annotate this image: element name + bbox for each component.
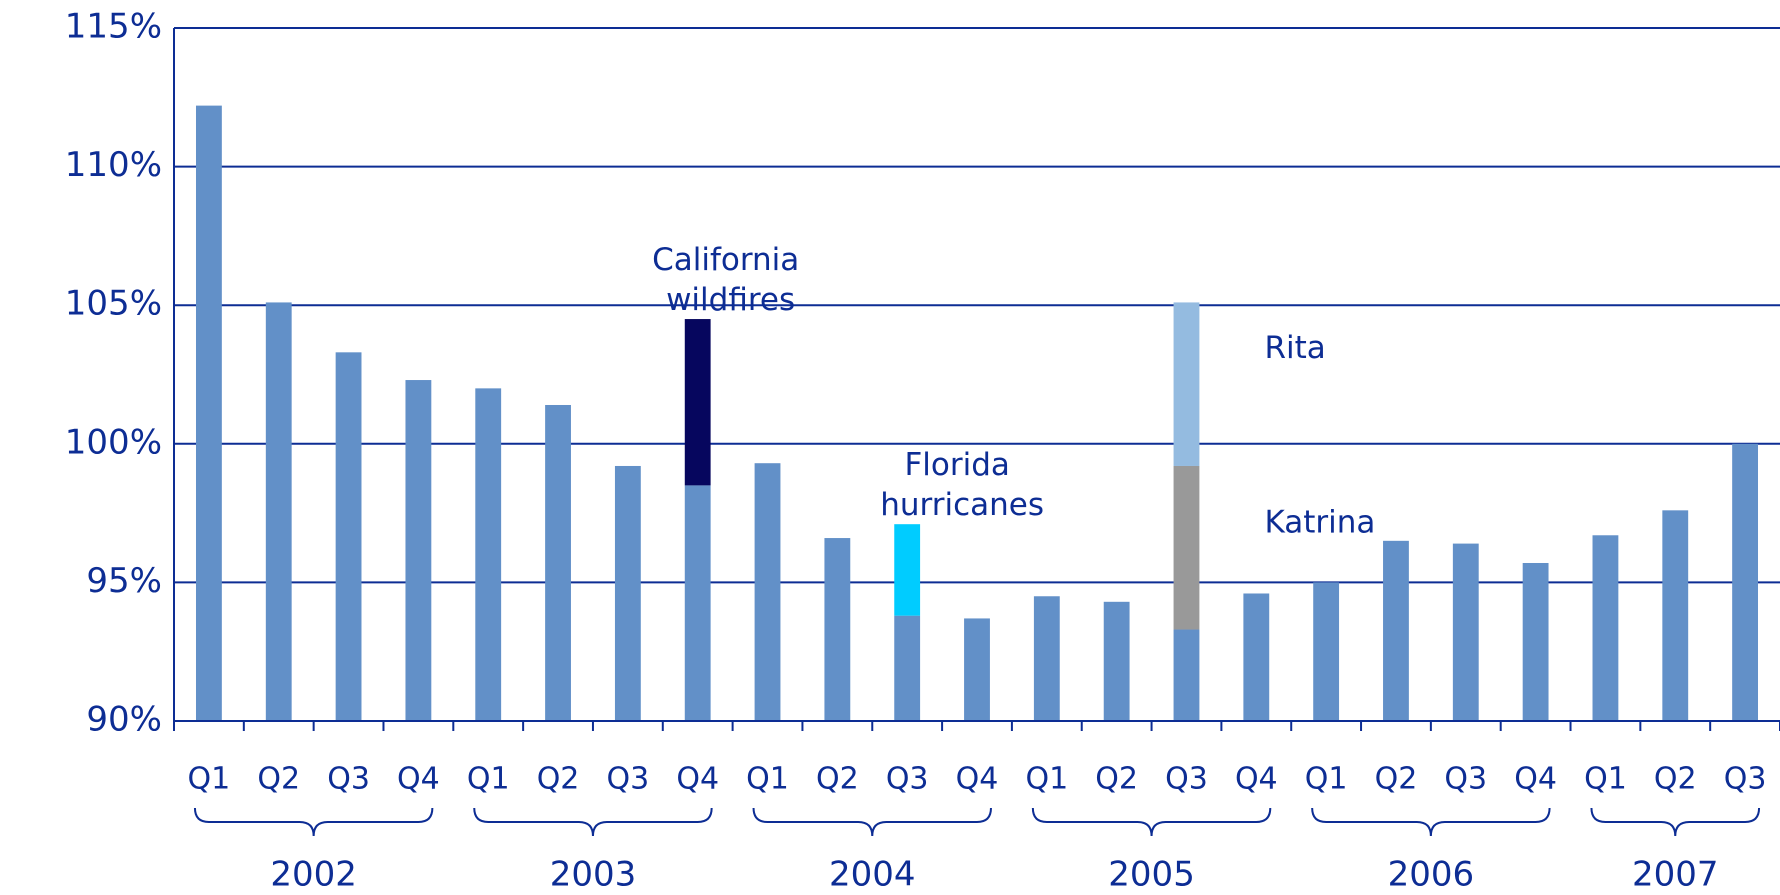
annotation: California wildfires (652, 242, 799, 318)
x-tick-label: Q3 (607, 762, 650, 797)
y-tick-label: 115% (65, 7, 162, 47)
group-label: 2002 (270, 855, 357, 895)
bar (1592, 535, 1619, 721)
bar (195, 105, 222, 722)
group-brace (473, 807, 713, 837)
group-label: 2007 (1632, 855, 1719, 895)
x-tick-label: Q4 (397, 762, 440, 797)
x-tick-label: Q1 (188, 762, 231, 797)
bar (894, 524, 921, 616)
bar (1173, 465, 1200, 630)
bar (1173, 302, 1200, 466)
bar (894, 615, 921, 721)
group-brace (1311, 807, 1551, 837)
bar (824, 538, 851, 721)
x-tick-label: Q2 (1375, 762, 1418, 797)
y-tick-label: 90% (86, 700, 162, 740)
bar (335, 352, 362, 721)
bar (1173, 629, 1200, 721)
group-brace (1031, 807, 1272, 837)
x-tick-label: Q1 (746, 762, 789, 797)
x-tick-label: Q1 (1305, 762, 1348, 797)
bar (265, 302, 292, 721)
group-brace (1590, 807, 1761, 837)
bar (1103, 601, 1130, 721)
group-brace (752, 807, 992, 837)
group-label: 2005 (1108, 855, 1195, 895)
x-tick-label: Q1 (1025, 762, 1068, 797)
x-tick-label: Q3 (886, 762, 929, 797)
x-tick-label: Q1 (1584, 762, 1627, 797)
bar (964, 618, 990, 721)
x-tick-label: Q2 (816, 762, 859, 797)
bar (614, 465, 641, 721)
x-tick-label: Q4 (1235, 762, 1278, 797)
bar (684, 485, 711, 721)
group-label: 2003 (550, 855, 637, 895)
bar (1313, 582, 1340, 721)
x-tick-label: Q1 (467, 762, 510, 797)
group-label: 2006 (1388, 855, 1475, 895)
bar (754, 463, 781, 721)
group-brace (193, 807, 434, 837)
annotation: Katrina (1264, 504, 1375, 540)
y-tick-label: 110% (65, 145, 162, 185)
bar (1033, 596, 1060, 721)
bar (545, 404, 571, 721)
annotation: Florida hurricanes (870, 447, 1044, 523)
y-tick-label: 95% (86, 561, 162, 601)
y-tick-label: 100% (65, 422, 162, 462)
x-tick-label: Q2 (257, 762, 300, 797)
bar (1732, 443, 1759, 721)
x-tick-label: Q3 (1724, 762, 1767, 797)
x-tick-label: Q2 (1095, 762, 1138, 797)
y-tick-label: 105% (65, 284, 162, 324)
annotation: Rita (1264, 330, 1325, 366)
bar (1383, 540, 1409, 721)
bar (1452, 543, 1479, 721)
bar (1522, 562, 1549, 721)
bar (1243, 593, 1270, 721)
x-tick-label: Q3 (1444, 762, 1487, 797)
x-tick-label: Q4 (956, 762, 999, 797)
x-tick-label: Q4 (676, 762, 719, 797)
bar (405, 380, 432, 721)
x-tick-label: Q2 (1654, 762, 1697, 797)
x-tick-label: Q4 (1514, 762, 1557, 797)
bar (1662, 510, 1689, 721)
x-tick-label: Q3 (327, 762, 370, 797)
bar (684, 319, 711, 486)
x-tick-label: Q3 (1165, 762, 1208, 797)
bar (475, 388, 502, 721)
group-label: 2004 (829, 855, 916, 895)
x-tick-label: Q2 (537, 762, 580, 797)
